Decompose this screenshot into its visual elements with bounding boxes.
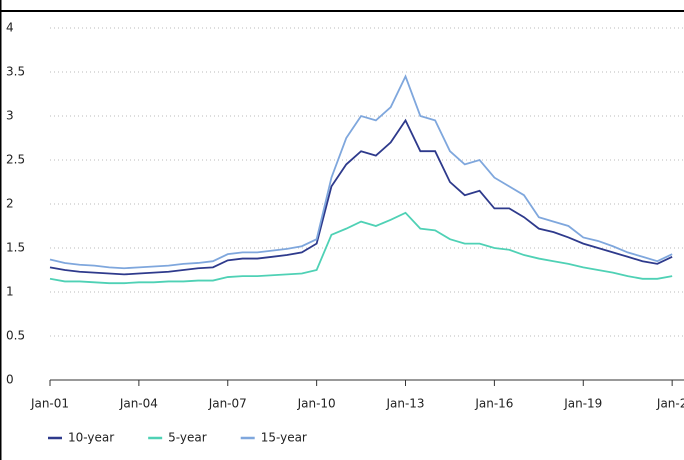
- series-line: [49, 118, 673, 276]
- x-tick-label: Jan-01: [30, 397, 69, 411]
- x-tick-label: Jan-07: [208, 397, 247, 411]
- y-tick-label: 2.5: [6, 153, 25, 167]
- y-tick-label: 0: [6, 373, 14, 387]
- legend-label: 5-year: [168, 431, 207, 445]
- legend-label: 15-year: [261, 431, 307, 445]
- legend-label: 10-year: [68, 431, 114, 445]
- y-tick-label: 3.5: [6, 65, 25, 79]
- x-tick-label: Jan-10: [297, 397, 336, 411]
- y-tick-label: 1.5: [6, 241, 25, 255]
- x-tick-label: Jan-2: [656, 397, 684, 411]
- y-tick-label: 3: [6, 109, 14, 123]
- series-line: [49, 211, 673, 285]
- x-tick-label: Jan-04: [119, 397, 158, 411]
- x-tick-label: Jan-16: [474, 397, 513, 411]
- x-tick-label: Jan-19: [563, 397, 602, 411]
- series-line: [49, 74, 673, 270]
- y-tick-label: 4: [6, 21, 14, 35]
- y-tick-label: 2: [6, 197, 14, 211]
- y-tick-label: 0.5: [6, 329, 25, 343]
- y-tick-label: 1: [6, 285, 14, 299]
- x-tick-label: Jan-13: [385, 397, 424, 411]
